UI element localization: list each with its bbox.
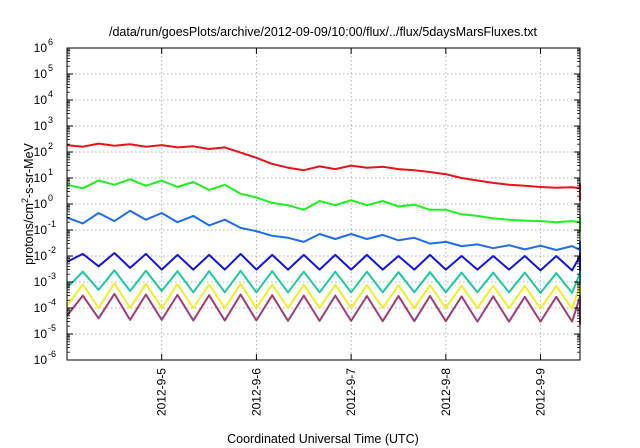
- y-tick-exponent: -3: [48, 271, 56, 281]
- y-tick-label: 10: [34, 93, 48, 107]
- y-tick-label: 10: [34, 301, 48, 315]
- y-tick-label: 10: [34, 353, 48, 367]
- y-axis-label-text: protons/cm2-s-sr-MeV: [20, 142, 36, 264]
- y-tick-label: 10: [34, 67, 48, 81]
- y-tick-label: 10: [34, 41, 48, 55]
- y-tick-label: 10: [34, 119, 48, 133]
- x-tick-label: 2012-9-6: [249, 368, 263, 416]
- y-tick-label: 10: [34, 171, 48, 185]
- y-tick-exponent: 1: [48, 167, 53, 177]
- axis-ticks: 10 -610 -510 -410 -310 -210 -110 010 110 210 310 41…: [34, 37, 580, 416]
- y-tick-exponent: 5: [48, 63, 53, 73]
- x-axis-label: Coordinated Universal Time (UTC): [227, 432, 419, 446]
- x-tick-label: 2012-9-8: [439, 368, 453, 416]
- y-tick-exponent: 0: [48, 193, 53, 203]
- y-tick-label: 10: [34, 275, 48, 289]
- y-tick-exponent: 6: [48, 37, 53, 47]
- y-tick-exponent: -4: [48, 297, 56, 307]
- y-tick-exponent: -5: [48, 323, 56, 333]
- y-tick-exponent: -6: [48, 349, 56, 359]
- y-tick-label: 10: [34, 223, 48, 237]
- y-tick-label: 10: [34, 145, 48, 159]
- y-tick-label: 10: [34, 249, 48, 263]
- x-tick-label: 2012-9-7: [344, 368, 358, 416]
- y-tick-exponent: 4: [48, 89, 53, 99]
- y-tick-exponent: -1: [48, 219, 56, 229]
- x-tick-label: 2012-9-9: [534, 368, 548, 416]
- y-tick-label: 10: [34, 327, 48, 341]
- y-tick-exponent: 2: [48, 141, 53, 151]
- x-tick-label: 2012-9-5: [155, 368, 169, 416]
- y-tick-exponent: -2: [48, 245, 56, 255]
- y-tick-exponent: 3: [48, 115, 53, 125]
- y-axis-label: protons/cm2-s-sr-MeV: [20, 142, 36, 264]
- chart-title: /data/run/goesPlots/archive/2012-09-09/1…: [109, 25, 538, 39]
- y-tick-label: 10: [34, 197, 48, 211]
